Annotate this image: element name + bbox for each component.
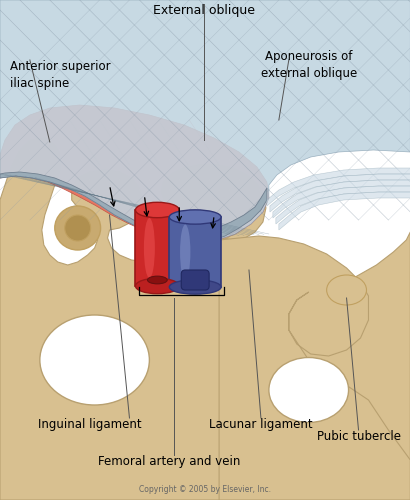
Polygon shape [0,138,410,500]
Text: Anterior superior
iliac spine: Anterior superior iliac spine [10,60,110,90]
Ellipse shape [180,224,190,280]
FancyBboxPatch shape [181,270,209,290]
Ellipse shape [40,315,150,405]
Ellipse shape [144,218,155,278]
Ellipse shape [269,358,349,422]
Polygon shape [219,236,410,500]
Text: External oblique: External oblique [153,4,255,17]
Text: Copyright © 2005 by Elsevier, Inc.: Copyright © 2005 by Elsevier, Inc. [139,485,271,494]
Ellipse shape [327,275,367,305]
Ellipse shape [147,276,167,284]
Polygon shape [270,174,410,212]
Text: Femoral artery and vein: Femoral artery and vein [98,455,241,468]
Ellipse shape [136,202,179,218]
Polygon shape [279,192,410,230]
Ellipse shape [136,278,179,293]
Text: Pubic tubercle: Pubic tubercle [316,430,400,443]
Text: Lacunar ligament: Lacunar ligament [209,418,313,431]
Polygon shape [0,0,410,243]
Text: Inguinal ligament: Inguinal ligament [38,418,141,431]
Polygon shape [0,172,267,243]
Polygon shape [0,105,269,243]
Polygon shape [273,180,410,218]
Text: Aponeurosis of
external oblique: Aponeurosis of external oblique [261,50,357,80]
Ellipse shape [65,215,91,241]
Ellipse shape [55,206,101,250]
Polygon shape [267,168,410,206]
Ellipse shape [169,280,221,294]
Polygon shape [136,210,179,286]
Polygon shape [169,217,221,287]
Ellipse shape [169,210,221,224]
Polygon shape [276,186,410,224]
